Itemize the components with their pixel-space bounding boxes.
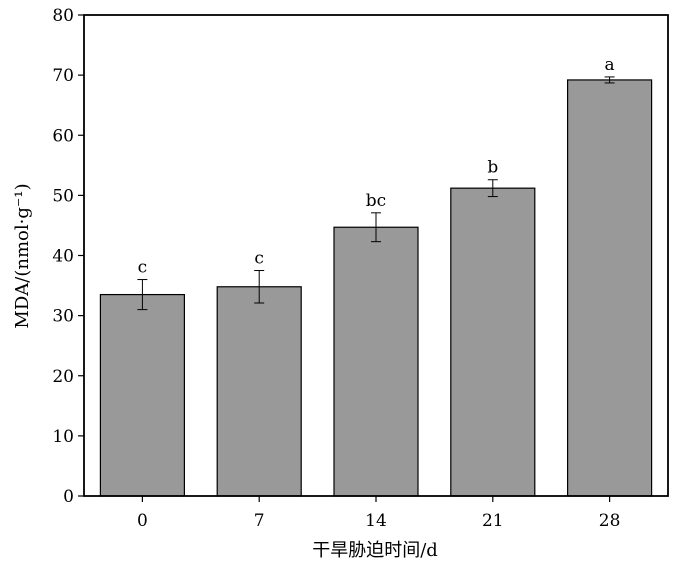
- significance-labels-layer: c c bc b a: [138, 55, 615, 278]
- significance-label-0: c: [138, 258, 148, 278]
- y-tick-label-80: 80: [52, 6, 74, 26]
- y-tick-label-20: 20: [52, 367, 74, 387]
- bar-28: [566, 79, 653, 497]
- y-tick-label-70: 70: [52, 66, 74, 86]
- ticks-layer: 0 7 14 21 28 0 10 20 30 40 50 60 70 80: [52, 6, 620, 531]
- error-bars-layer: [137, 76, 615, 311]
- y-tick-label-10: 10: [52, 427, 74, 447]
- significance-label-28: a: [605, 55, 615, 75]
- x-tick-label-14: 14: [365, 511, 387, 531]
- y-axis-title: MDA/(nmol·g⁻¹): [12, 183, 33, 328]
- bar-21: [450, 187, 536, 497]
- y-tick-label-0: 0: [63, 487, 74, 507]
- x-tick-label-0: 0: [137, 511, 148, 531]
- y-tick-label-30: 30: [52, 307, 74, 327]
- x-tick-label-28: 28: [599, 511, 621, 531]
- significance-label-14: bc: [366, 191, 386, 211]
- bar-7: [216, 286, 302, 497]
- y-tick-label-40: 40: [52, 247, 74, 267]
- bar-14: [333, 226, 419, 497]
- significance-label-7: c: [254, 249, 264, 269]
- x-tick-label-7: 7: [254, 511, 265, 531]
- x-tick-label-21: 21: [482, 511, 504, 531]
- bars-layer: [99, 79, 653, 497]
- y-tick-label-60: 60: [52, 126, 74, 146]
- bar-0: [99, 293, 186, 497]
- y-tick-label-50: 50: [52, 186, 74, 206]
- x-axis-title: 干旱胁迫时间/d: [312, 540, 438, 561]
- significance-label-21: b: [487, 158, 498, 178]
